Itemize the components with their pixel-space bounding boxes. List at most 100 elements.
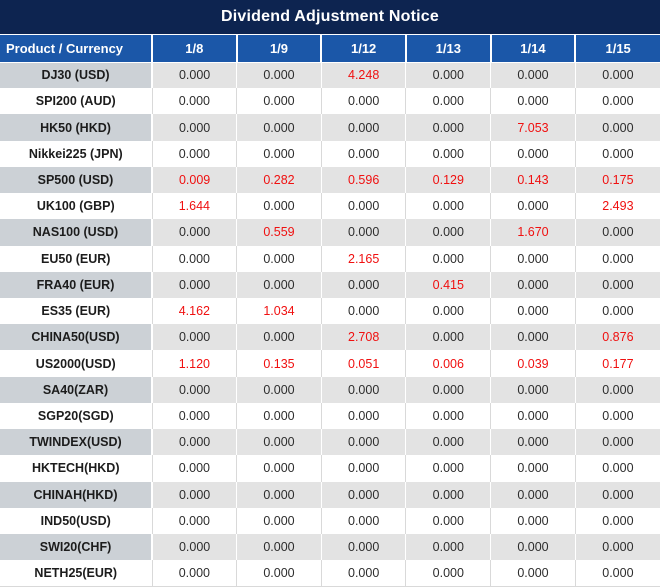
value-cell: 0.000	[490, 140, 576, 167]
date-column-header: 1/13	[404, 35, 491, 63]
value-cell: 0.000	[236, 507, 322, 534]
table-row: CHINA50(USD) 0.000 0.000 2.708 0.000 0.000 0.8…	[0, 324, 660, 351]
value-cell: 0.143	[490, 166, 576, 194]
value-cell: 0.000	[236, 429, 322, 456]
value-cell: 0.000	[574, 376, 660, 403]
value-cell: 0.000	[320, 271, 406, 298]
value-cell: 0.000	[490, 193, 576, 220]
header-row: Product / Currency 1/8 1/9 1/12 1/13 1/14 1/1…	[0, 35, 660, 63]
value-cell: 0.000	[405, 533, 491, 561]
value-cell: 0.000	[490, 560, 576, 587]
table-row: DJ30 (USD) 0.000 0.000 4.248 0.000 0.000 0.000	[0, 62, 660, 89]
value-cell: 0.000	[574, 62, 660, 89]
value-cell: 0.000	[405, 193, 491, 220]
value-cell: 0.177	[574, 350, 660, 377]
table-row: US2000(USD) 1.120 0.135 0.051 0.006 0.039 0.17…	[0, 350, 660, 377]
value-cell: 0.000	[405, 455, 491, 482]
value-cell: 0.129	[405, 166, 491, 194]
value-cell: 0.000	[236, 324, 322, 351]
value-cell: 0.000	[490, 455, 576, 482]
value-cell: 0.000	[405, 62, 491, 89]
product-cell: SGP20(SGD)	[0, 402, 152, 430]
date-column-header: 1/15	[574, 35, 660, 63]
value-cell: 0.000	[236, 114, 322, 141]
product-cell: SWI20(CHF)	[0, 533, 152, 561]
value-cell: 0.000	[320, 455, 406, 482]
date-column-header: 1/9	[235, 35, 322, 63]
value-cell: 0.000	[320, 481, 406, 508]
value-cell: 0.039	[490, 350, 576, 377]
value-cell: 0.000	[236, 140, 322, 167]
date-column-header: 1/12	[320, 35, 406, 63]
product-cell: HKTECH(HKD)	[0, 455, 152, 482]
value-cell: 0.000	[151, 402, 237, 430]
value-cell: 0.000	[490, 324, 576, 351]
value-cell: 0.000	[574, 88, 660, 115]
value-cell: 0.000	[405, 88, 491, 115]
value-cell: 0.000	[574, 297, 660, 325]
value-cell: 0.000	[151, 429, 237, 456]
value-cell: 0.000	[236, 376, 322, 403]
value-cell: 0.175	[574, 166, 660, 194]
value-cell: 0.000	[236, 455, 322, 482]
value-cell: 0.876	[574, 324, 660, 351]
product-cell: US2000(USD)	[0, 350, 152, 377]
value-cell: 1.120	[151, 350, 237, 377]
value-cell: 2.708	[320, 324, 406, 351]
value-cell: 0.000	[236, 271, 322, 298]
value-cell: 0.000	[236, 193, 322, 220]
value-cell: 0.000	[574, 455, 660, 482]
table-row: CHINAH(HKD) 0.000 0.000 0.000 0.000 0.000 0.00…	[0, 481, 660, 508]
product-cell: Nikkei225 (JPN)	[0, 140, 152, 167]
product-cell: FRA40 (EUR)	[0, 271, 152, 298]
value-cell: 0.000	[490, 271, 576, 298]
value-cell: 0.051	[320, 350, 406, 377]
product-cell: TWINDEX(USD)	[0, 429, 152, 456]
value-cell: 0.000	[490, 402, 576, 430]
value-cell: 0.000	[574, 219, 660, 246]
product-cell: SP500 (USD)	[0, 166, 152, 194]
table-row: EU50 (EUR) 0.000 0.000 2.165 0.000 0.000 0.000	[0, 245, 660, 272]
product-cell: EU50 (EUR)	[0, 245, 152, 272]
value-cell: 0.000	[236, 481, 322, 508]
value-cell: 0.000	[405, 245, 491, 272]
value-cell: 0.415	[405, 271, 491, 298]
value-cell: 1.034	[236, 297, 322, 325]
value-cell: 0.000	[490, 376, 576, 403]
value-cell: 0.000	[490, 481, 576, 508]
value-cell: 0.000	[151, 481, 237, 508]
table-row: SPI200 (AUD) 0.000 0.000 0.000 0.000 0.000 0.0…	[0, 88, 660, 115]
value-cell: 0.135	[236, 350, 322, 377]
value-cell: 0.000	[151, 455, 237, 482]
table-row: NAS100 (USD) 0.000 0.559 0.000 0.000 1.670 0.0…	[0, 219, 660, 246]
value-cell: 0.000	[320, 193, 406, 220]
dividend-table: Product / Currency 1/8 1/9 1/12 1/13 1/14 1/1…	[0, 35, 660, 587]
value-cell: 0.000	[151, 507, 237, 534]
value-cell: 0.000	[490, 245, 576, 272]
value-cell: 0.000	[405, 402, 491, 430]
date-column-header: 1/14	[489, 35, 576, 63]
value-cell: 0.000	[151, 376, 237, 403]
value-cell: 0.000	[320, 376, 406, 403]
product-cell: SPI200 (AUD)	[0, 88, 152, 115]
value-cell: 0.000	[320, 402, 406, 430]
value-cell: 0.000	[236, 62, 322, 89]
product-cell: NETH25(EUR)	[0, 560, 152, 587]
table-row: NETH25(EUR) 0.000 0.000 0.000 0.000 0.000 0.00…	[0, 560, 660, 587]
product-cell: SA40(ZAR)	[0, 376, 152, 403]
product-currency-header: Product / Currency	[0, 35, 152, 63]
value-cell: 0.006	[405, 350, 491, 377]
value-cell: 0.000	[151, 560, 237, 587]
table-row: TWINDEX(USD) 0.000 0.000 0.000 0.000 0.000 0.0…	[0, 429, 660, 456]
table-row: SGP20(SGD) 0.000 0.000 0.000 0.000 0.000 0.000	[0, 402, 660, 430]
value-cell: 0.559	[236, 219, 322, 246]
value-cell: 7.053	[490, 114, 576, 141]
value-cell: 0.596	[320, 166, 406, 194]
value-cell: 0.000	[236, 402, 322, 430]
product-cell: CHINA50(USD)	[0, 324, 152, 351]
value-cell: 0.000	[574, 402, 660, 430]
value-cell: 0.282	[236, 166, 322, 194]
value-cell: 0.000	[574, 114, 660, 141]
table-row: SA40(ZAR) 0.000 0.000 0.000 0.000 0.000 0.000	[0, 376, 660, 403]
